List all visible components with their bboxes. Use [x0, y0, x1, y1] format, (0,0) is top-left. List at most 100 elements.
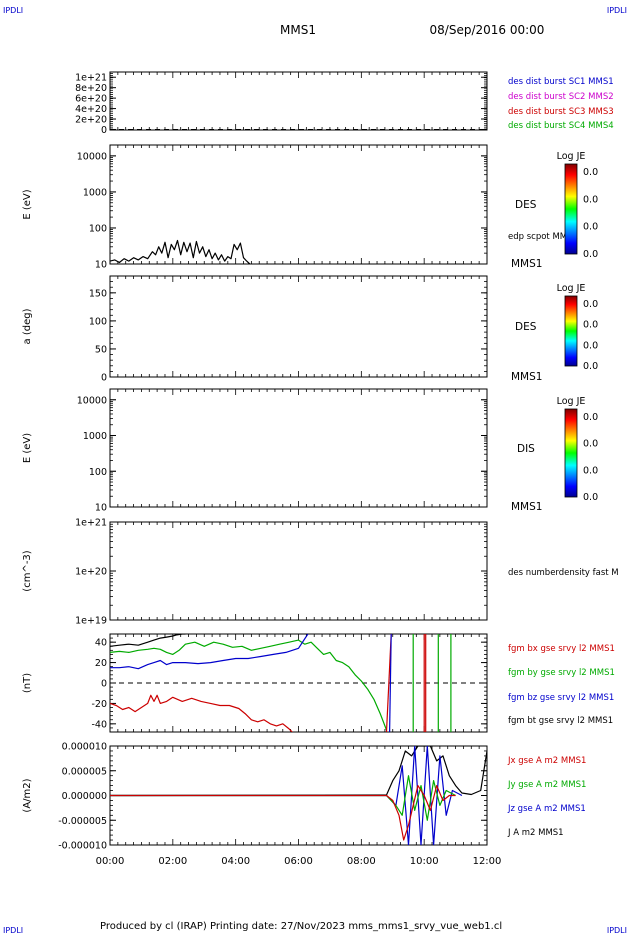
- data-series: [110, 634, 186, 647]
- y-tick-label: 6e+20: [75, 94, 107, 105]
- plot-date: 08/Sep/2016 00:00: [430, 23, 545, 37]
- panel-label: DES: [515, 321, 537, 333]
- y-tick-label: 0: [101, 373, 107, 384]
- y-axis-label: E (eV): [22, 433, 33, 463]
- colorbar-tick-label: 0.0: [583, 412, 598, 423]
- x-tick-label: 10:00: [410, 856, 439, 867]
- colorbar: [564, 408, 578, 498]
- x-tick-label: 12:00: [473, 856, 502, 867]
- colorbar-tick-label: 0.0: [583, 194, 598, 205]
- colorbar-tick-label: 0.0: [583, 340, 598, 351]
- y-axis-label: E (eV): [22, 189, 33, 219]
- legend-entry: des numberdensity fast M: [508, 568, 619, 578]
- series-group: [110, 746, 487, 845]
- plot-title: MMS1: [280, 23, 316, 37]
- colorbar-title: Log JE: [557, 151, 586, 162]
- panel-frame: [109, 521, 488, 621]
- data-series: [110, 634, 309, 670]
- y-axis-label: a (deg): [22, 308, 33, 344]
- x-tick-label: 00:00: [96, 856, 125, 867]
- colorbar-tick-label: 0.0: [583, 249, 598, 260]
- colorbar-tick-label: 0.0: [583, 465, 598, 476]
- y-tick-label: 0.000010: [62, 742, 107, 753]
- y-tick-label: 100: [89, 467, 107, 478]
- y-tick-label: 10: [95, 260, 107, 271]
- panel-frame: [109, 144, 488, 265]
- panel-frame: [109, 275, 488, 378]
- series-group: [110, 634, 452, 732]
- panel-label: DES: [515, 199, 537, 211]
- time-axis: 00:00 02:00 04:00 06:00 08:00 10:00 12:00: [96, 856, 502, 867]
- y-tick-label: 1000: [83, 431, 107, 442]
- y-tick-label: 1e+20: [75, 567, 107, 578]
- panel-p7: 0.000010 0.000005 0.000000 -0.000005 -0.0000…: [22, 742, 586, 852]
- y-tick-label: 50: [95, 344, 107, 355]
- legend-entry: fgm by gse srvy l2 MMS1: [508, 668, 615, 678]
- colorbar-tick-label: 0.0: [583, 320, 598, 331]
- y-tick-label: -40: [91, 719, 107, 730]
- y-tick-label: 1e+21: [75, 73, 107, 84]
- y-tick-label: 1000: [83, 187, 107, 198]
- y-tick-label: 0: [101, 679, 107, 690]
- y-axis-label: (A/m2): [22, 778, 33, 812]
- colorbar-tick-label: 0.0: [583, 167, 598, 178]
- legend-entry: Jz gse A m2 MMS1: [507, 804, 586, 814]
- panel-label: MMS1: [511, 258, 542, 270]
- corner-label-bottom-left: IPDLI: [3, 926, 23, 934]
- legend-entry: fgm bt gse srvy l2 MMS1: [508, 716, 613, 726]
- y-tick-label: -0.000010: [58, 841, 107, 852]
- legend-entry: des dist burst SC4 MMS4: [508, 121, 614, 131]
- data-series: [110, 639, 388, 731]
- colorbar-tick-label: 0.0: [583, 439, 598, 450]
- panel-label: edp scpot MMS1: [508, 232, 578, 242]
- colorbar: [564, 163, 578, 255]
- colorbar-title: Log JE: [557, 283, 586, 294]
- panel-p4: 10000 1000 100 10 E (eV) DIS MMS1 Log JE 0.0 0.0 0…: [22, 388, 598, 514]
- x-tick-label: 06:00: [284, 856, 313, 867]
- y-tick-label: 100: [89, 223, 107, 234]
- corner-label-top-right: IPDLI: [607, 6, 627, 15]
- legend-entry: J A m2 MMS1: [507, 828, 564, 838]
- colorbar-tick-label: 0.0: [583, 361, 598, 372]
- y-tick-label: 10000: [77, 151, 107, 162]
- footer-credit: Produced by cl (IRAP) Printing date: 27/…: [100, 921, 502, 932]
- colorbar-title: Log JE: [557, 396, 586, 407]
- legend-entry: des dist burst SC2 MMS2: [508, 92, 614, 102]
- y-tick-label: 10000: [77, 395, 107, 406]
- y-tick-label: 40: [95, 638, 107, 649]
- data-series: [110, 746, 487, 797]
- colorbar-tick-label: 0.0: [583, 299, 598, 310]
- colorbar-tick-label: 0.0: [583, 222, 598, 233]
- y-tick-label: 20: [95, 658, 107, 669]
- y-tick-label: 4e+20: [75, 104, 107, 115]
- panel-p6: 40 20 0 -20 -40 (nT) fgm bx gse srvy l2 MMS1 fg…: [22, 633, 615, 733]
- y-tick-label: 1e+21: [75, 518, 107, 529]
- y-tick-label: 1e+19: [75, 616, 107, 627]
- y-tick-label: 10: [95, 503, 107, 514]
- panel-frame: [109, 71, 488, 131]
- data-series: [110, 694, 293, 732]
- panel-label: DIS: [517, 443, 535, 455]
- panel-p5: 1e+21 1e+20 1e+19 (cm^-3) des numberdensity …: [22, 518, 619, 627]
- legend-entry: Jy gse A m2 MMS1: [507, 780, 586, 790]
- y-tick-label: 100: [89, 316, 107, 327]
- y-tick-label: -20: [91, 699, 107, 710]
- x-tick-label: 02:00: [158, 856, 187, 867]
- y-tick-label: 8e+20: [75, 83, 107, 94]
- x-tick-label: 04:00: [221, 856, 250, 867]
- corner-label-bottom-right: IPDLI: [607, 926, 627, 934]
- legend-entry: fgm bz gse srvy l2 MMS1: [508, 693, 614, 703]
- panel-p3: 150 100 50 0 a (deg) DES MMS1 Log JE 0.0 0.0 0.0 0.…: [22, 275, 598, 384]
- y-tick-label: 0: [101, 125, 107, 136]
- panel-frame: [109, 388, 488, 508]
- legend-entry: fgm bx gse srvy l2 MMS1: [508, 644, 615, 654]
- panel-label: MMS1: [511, 371, 542, 383]
- y-axis-label: (nT): [22, 673, 33, 693]
- data-series: [389, 634, 392, 732]
- y-tick-label: 0.000000: [62, 791, 107, 802]
- data-series: [110, 239, 251, 264]
- y-axis-label: (cm^-3): [22, 550, 33, 591]
